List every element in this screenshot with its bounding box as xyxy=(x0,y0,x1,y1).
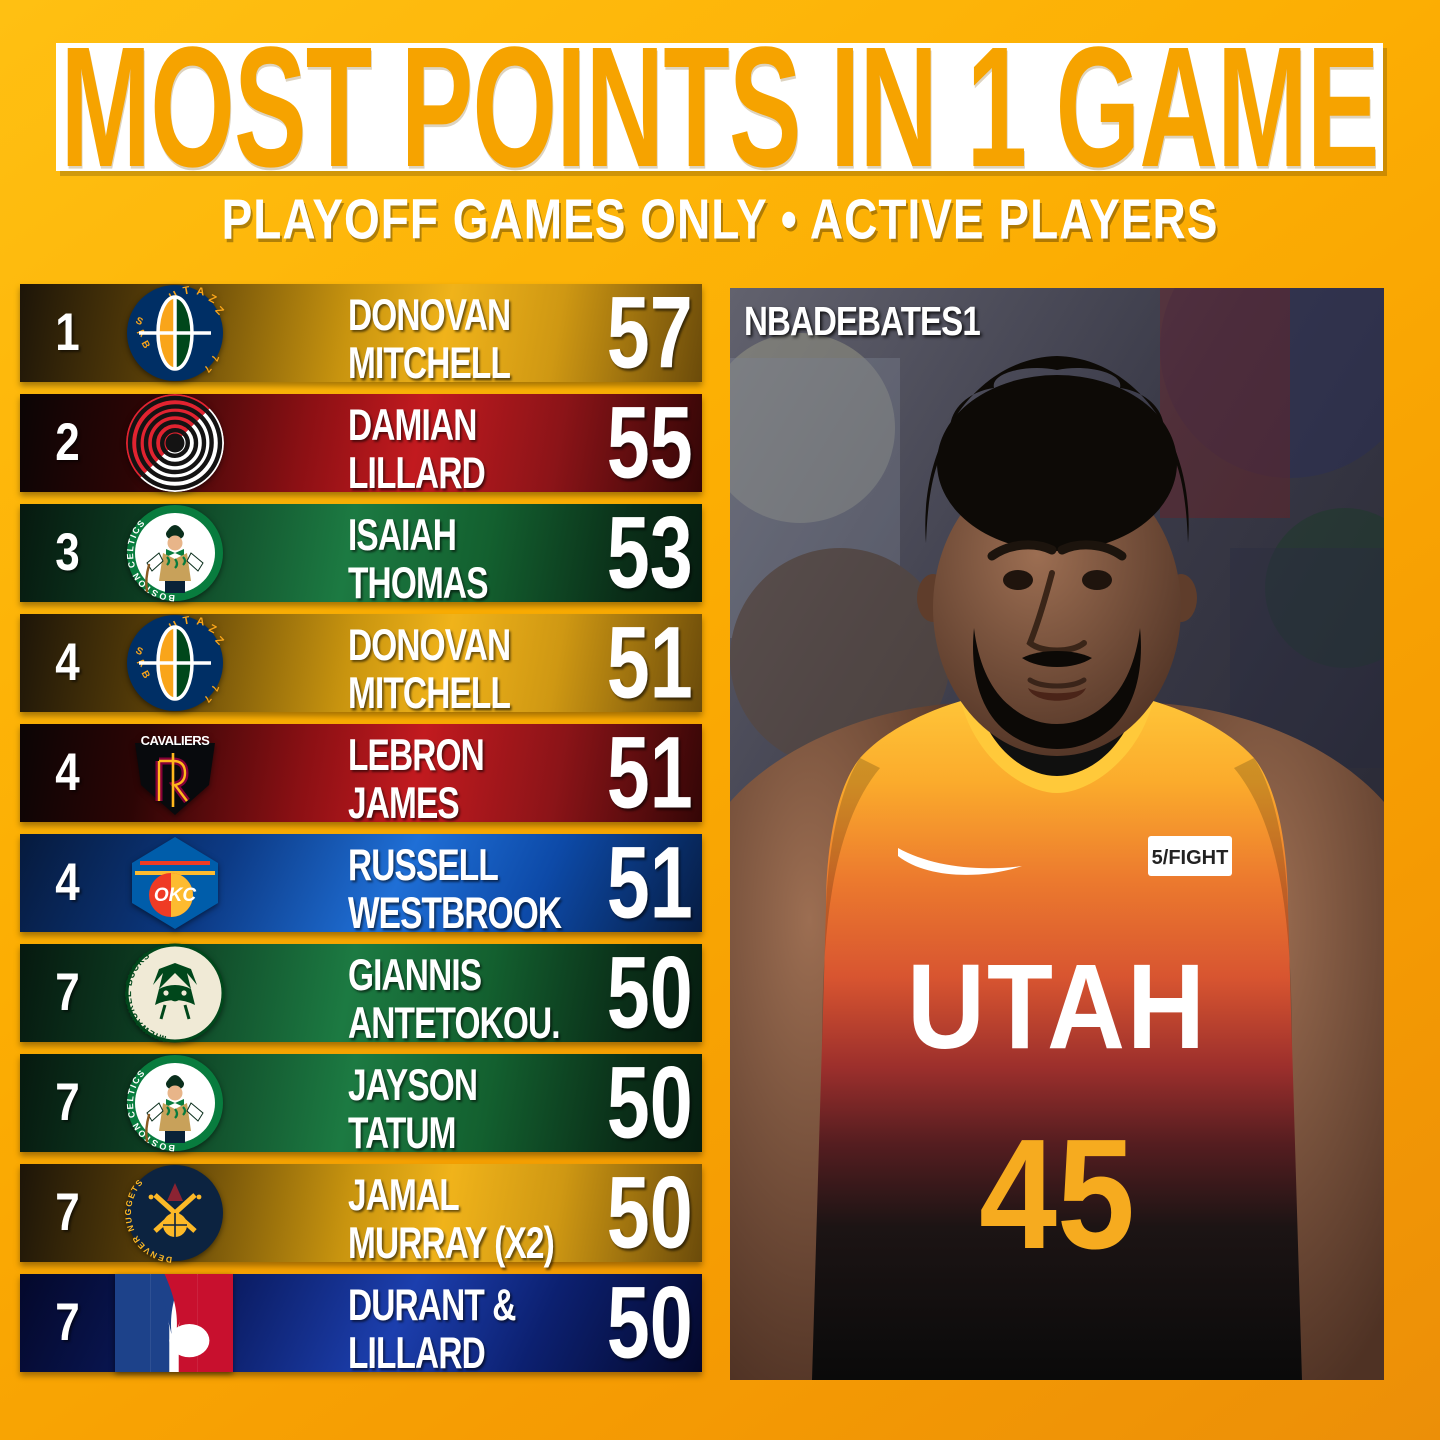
svg-text:45: 45 xyxy=(979,1107,1135,1282)
svg-text:UTAH: UTAH xyxy=(907,939,1207,1074)
svg-text:5/FIGHT: 5/FIGHT xyxy=(1152,847,1229,869)
